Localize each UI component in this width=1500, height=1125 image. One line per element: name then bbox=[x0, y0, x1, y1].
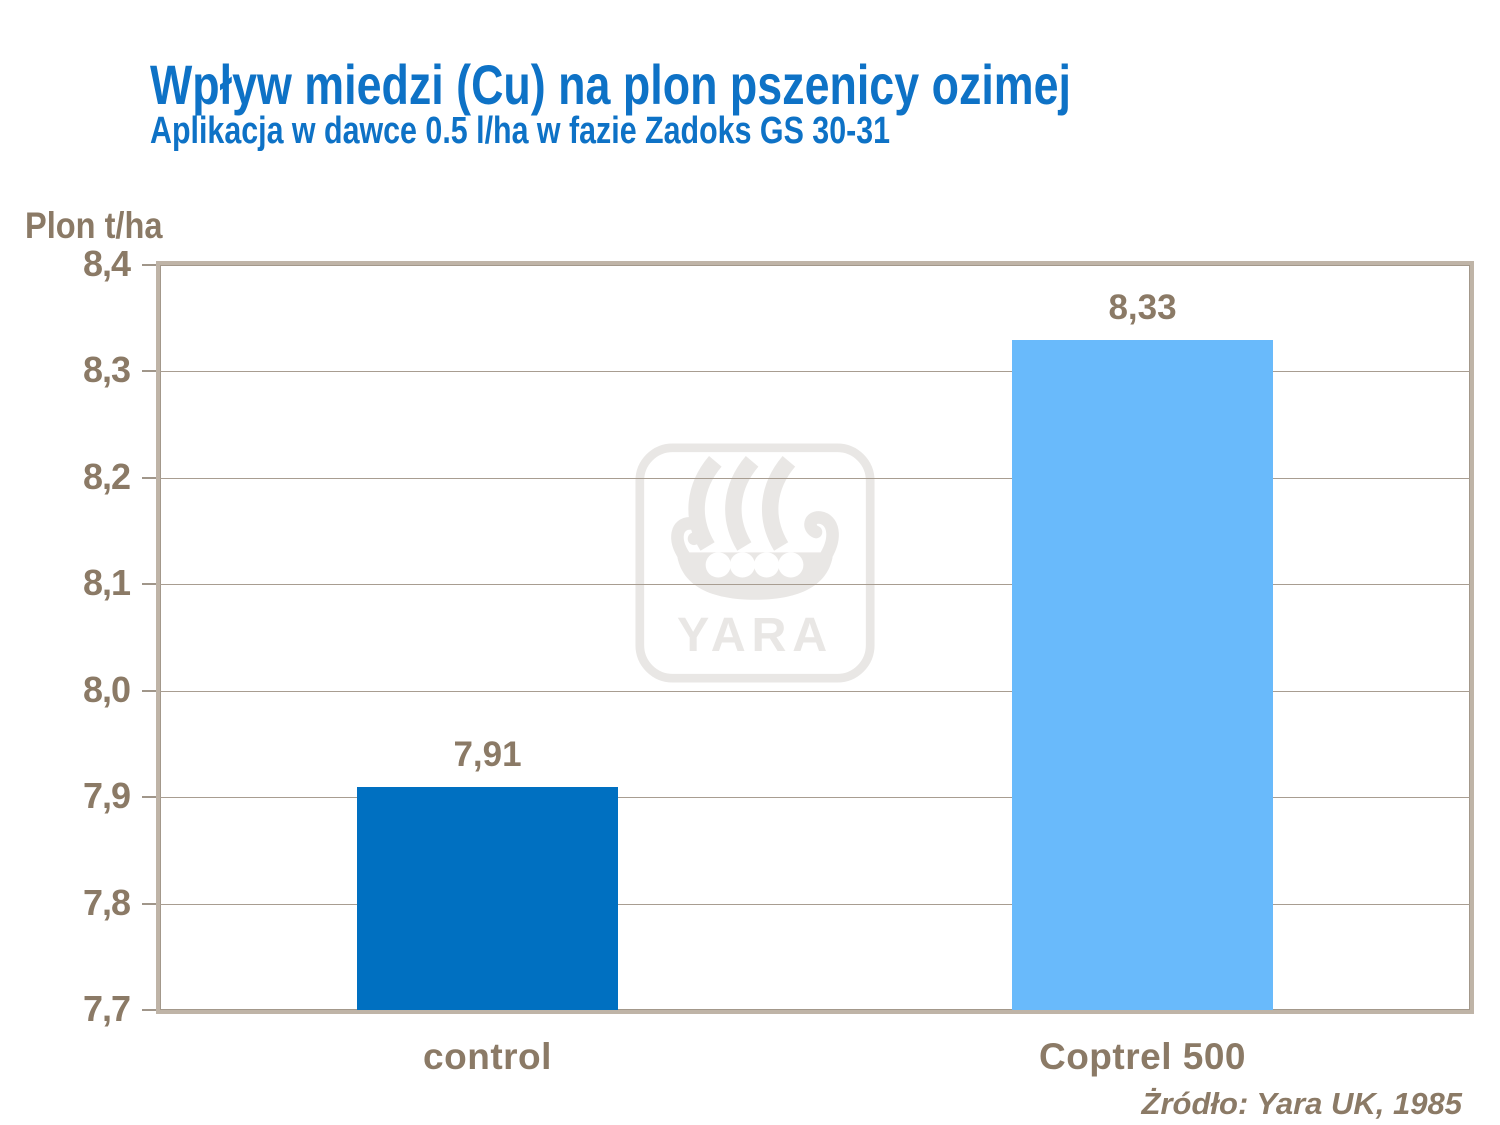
gridline bbox=[160, 371, 1470, 373]
y-tick-mark bbox=[142, 370, 158, 373]
y-tick-mark bbox=[142, 689, 158, 692]
y-tick-mark bbox=[142, 583, 158, 586]
gridline bbox=[160, 903, 1470, 905]
x-category-label: Coptrel 500 bbox=[1038, 1036, 1246, 1077]
bar-value-label: 7,91 bbox=[453, 734, 522, 774]
bar-value-label: 8,33 bbox=[1108, 287, 1177, 327]
y-tick-label: 7,8 bbox=[82, 881, 131, 923]
y-tick-label: 8,0 bbox=[82, 668, 131, 710]
bar-control bbox=[357, 786, 618, 1010]
gridline bbox=[160, 690, 1470, 692]
y-tick-mark bbox=[142, 796, 158, 799]
y-axis-title: Plon t/ha bbox=[25, 205, 163, 246]
gridline bbox=[160, 584, 1470, 586]
y-tick-label: 8,2 bbox=[82, 455, 131, 497]
chart-title: Wpływ miedzi (Cu) na plon pszenicy ozime… bbox=[150, 53, 1071, 116]
y-tick-mark bbox=[142, 1009, 158, 1011]
y-tick-label: 7,7 bbox=[82, 988, 131, 1029]
y-tick-mark bbox=[142, 264, 158, 266]
y-tick-label: 8,4 bbox=[82, 243, 131, 284]
gridline bbox=[160, 797, 1470, 799]
yara-logo-watermark: YARA bbox=[634, 442, 876, 684]
plot-area: YARA bbox=[156, 261, 1474, 1014]
y-tick-label: 8,1 bbox=[82, 562, 131, 604]
y-tick-mark bbox=[142, 476, 158, 479]
y-tick-mark bbox=[142, 902, 158, 905]
y-tick-label: 8,3 bbox=[82, 349, 131, 391]
gridline bbox=[160, 477, 1470, 479]
viking-ship-icon: YARA bbox=[635, 443, 875, 683]
source-note: Żródło: Yara UK, 1985 bbox=[1141, 1086, 1462, 1121]
chart-subtitle: Aplikacja w dawce 0.5 l/ha w fazie Zadok… bbox=[150, 110, 891, 152]
bar-coptrel-500 bbox=[1012, 339, 1273, 1010]
x-category-label: control bbox=[423, 1036, 552, 1077]
watermark-text: YARA bbox=[677, 608, 833, 662]
y-tick-label: 7,9 bbox=[82, 775, 131, 817]
